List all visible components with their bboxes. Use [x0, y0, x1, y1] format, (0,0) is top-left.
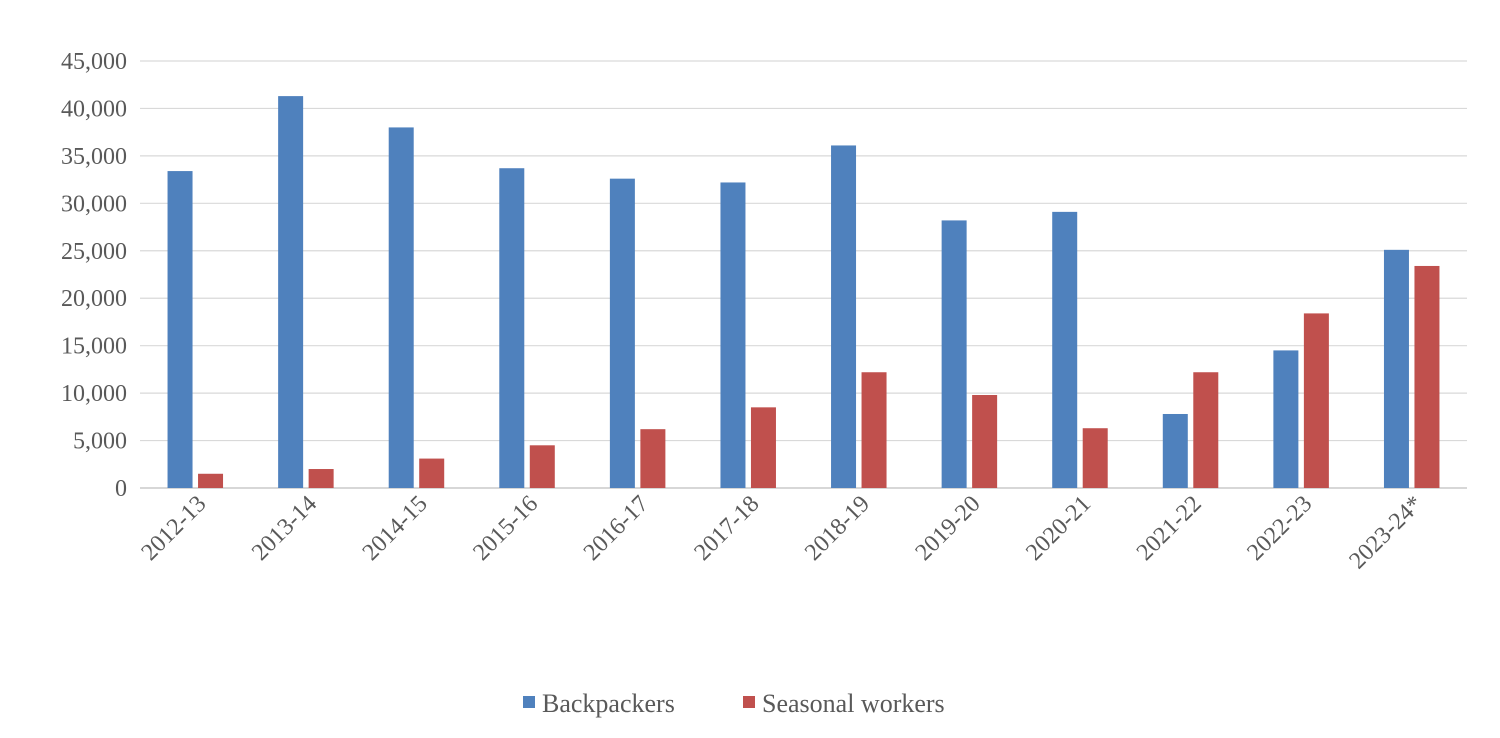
bar-seasonal-workers-2023-24*	[1414, 265, 1440, 488]
bar-backpackers-2016-17	[609, 178, 635, 488]
y-tick-label: 15,000	[61, 334, 127, 360]
bar-backpackers-2023-24*	[1383, 249, 1409, 488]
legend-swatch-backpackers	[523, 696, 535, 708]
bar-backpackers-2020-21	[1052, 211, 1078, 488]
bar-seasonal-workers-2019-20	[972, 395, 998, 488]
bar-backpackers-2018-19	[831, 145, 857, 488]
y-tick-label: 35,000	[61, 144, 127, 170]
x-tick-label: 2012-13	[137, 491, 212, 566]
bar-seasonal-workers-2013-14	[308, 469, 334, 488]
legend: Backpackers Seasonal workers	[523, 689, 945, 718]
x-tick-label: 2013-14	[247, 491, 322, 566]
bar-backpackers-2014-15	[388, 127, 414, 489]
bar-backpackers-2012-13	[167, 171, 193, 488]
bar-backpackers-2022-23	[1273, 350, 1299, 488]
legend-label-backpackers: Backpackers	[542, 689, 675, 718]
y-tick-label: 20,000	[61, 286, 127, 312]
bar-backpackers-2017-18	[720, 182, 746, 488]
bar-backpackers-2015-16	[499, 168, 525, 488]
y-tick-label: 10,000	[61, 381, 127, 407]
bar-backpackers-2021-22	[1162, 413, 1188, 488]
bar-seasonal-workers-2017-18	[750, 407, 776, 488]
bar-backpackers-2013-14	[278, 96, 304, 489]
y-tick-label: 5,000	[73, 429, 127, 455]
bar-seasonal-workers-2016-17	[640, 429, 666, 488]
x-tick-label: 2015-16	[468, 491, 543, 566]
x-tick-label: 2018-19	[800, 491, 875, 566]
bar-seasonal-workers-2022-23	[1303, 313, 1329, 488]
bar-seasonal-workers-2018-19	[861, 372, 887, 488]
bar-seasonal-workers-2020-21	[1082, 428, 1108, 488]
bar-seasonal-workers-2014-15	[419, 458, 445, 488]
y-axis-tick-labels: 0 5,000 10,000 15,000 20,000 25,000 30,000 35,0…	[61, 49, 127, 502]
bar-seasonal-workers-2012-13	[198, 473, 224, 488]
y-tick-label: 40,000	[61, 96, 127, 122]
bar-seasonal-workers-2021-22	[1193, 372, 1219, 488]
y-tick-label: 25,000	[61, 239, 127, 265]
x-tick-label: 2014-15	[358, 491, 433, 566]
x-tick-label: 2021-22	[1132, 491, 1207, 566]
x-axis-tick-labels: 2012-13 2013-14 2014-15 2015-16 2016-17 2017-…	[137, 491, 1428, 574]
gridlines	[140, 60, 1467, 489]
x-tick-label: 2020-21	[1021, 491, 1096, 566]
x-tick-label: 2022-23	[1242, 491, 1317, 566]
bar-backpackers-2019-20	[941, 220, 967, 488]
bar-seasonal-workers-2015-16	[529, 445, 555, 488]
y-tick-label: 45,000	[61, 49, 127, 75]
y-tick-label: 30,000	[61, 191, 127, 217]
x-tick-label: 2023-24*	[1345, 491, 1428, 574]
x-tick-label: 2016-17	[579, 491, 654, 566]
legend-label-seasonal-workers: Seasonal workers	[762, 689, 945, 718]
y-tick-label: 0	[115, 476, 127, 502]
x-tick-label: 2017-18	[689, 491, 764, 566]
x-tick-label: 2019-20	[911, 491, 986, 566]
bars	[167, 96, 1440, 489]
legend-swatch-seasonal-workers	[743, 696, 755, 708]
